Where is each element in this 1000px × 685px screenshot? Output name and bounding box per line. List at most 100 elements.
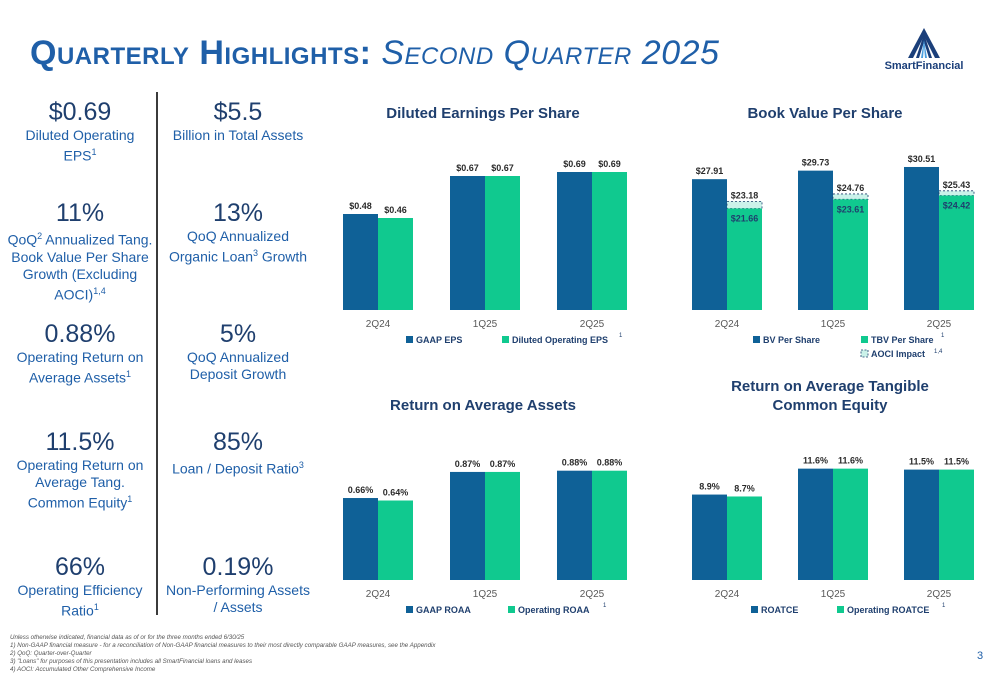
logo-mark-icon bbox=[908, 28, 940, 58]
legend-label-series-2: Diluted Operating EPS bbox=[512, 335, 608, 345]
legend-label-series-2: TBV Per Share bbox=[871, 335, 934, 345]
legend-swatch-series-1 bbox=[753, 336, 760, 343]
column-divider bbox=[156, 92, 158, 615]
stat-tbv-growth: 11% QoQ2 Annualized Tang. Book Value Per… bbox=[5, 198, 155, 303]
data-label-series-2: 8.7% bbox=[734, 483, 755, 493]
data-label-series-2: $0.67 bbox=[491, 163, 514, 173]
smartfinancial-logo: SmartFinancial bbox=[858, 28, 990, 72]
stat-label: Loan / Deposit Ratio3 bbox=[172, 460, 304, 477]
data-label-aoci: $25.43 bbox=[943, 180, 971, 190]
legend-label-series-1: GAAP EPS bbox=[416, 335, 462, 345]
legend-footnote-marker: 1 bbox=[941, 333, 945, 339]
bar-diluted-operating-eps bbox=[592, 172, 627, 310]
page-title: Quarterly Highlights: Second Quarter 202… bbox=[30, 34, 719, 73]
stat-label: Operating Return on Average Assets1 bbox=[16, 349, 144, 386]
data-label-series-1: 0.66% bbox=[348, 485, 374, 495]
data-label-series-1: $27.91 bbox=[696, 166, 724, 176]
stat-label: QoQ2 Annualized Tang. Book Value Per Sha… bbox=[7, 231, 153, 303]
data-label-series-1: $0.67 bbox=[456, 163, 479, 173]
page-number: 3 bbox=[977, 650, 984, 662]
category-tick-label: 2Q24 bbox=[366, 319, 391, 330]
bar-tbv-per-share bbox=[727, 208, 762, 310]
category-tick-label: 2Q25 bbox=[927, 589, 952, 600]
legend-label-aoci: AOCI Impact bbox=[871, 349, 925, 359]
footnotes: Unless otherwise indicated, financial da… bbox=[10, 634, 436, 674]
footnote-line: 1) Non-GAAP financial measure - for a re… bbox=[10, 642, 436, 649]
chart-title-roaa: Return on Average Assets bbox=[390, 397, 576, 414]
title-main: Quarterly Highlights: bbox=[30, 34, 372, 72]
data-label-series-2: 0.87% bbox=[490, 459, 516, 469]
data-label-series-1: $30.51 bbox=[908, 154, 936, 164]
category-tick-label: 1Q25 bbox=[821, 319, 846, 330]
stat-diluted-eps: $0.69 Diluted Operating EPS1 bbox=[5, 97, 155, 165]
chart-roaa: 0.66% 0.64% 2Q24 0.87% 0.87% 1Q25 0.88% 0.88% 2Q… bbox=[343, 458, 627, 615]
bar-gaap-roaa bbox=[557, 470, 592, 580]
legend-label-series-1: BV Per Share bbox=[763, 335, 820, 345]
legend-footnote-marker: 1 bbox=[942, 603, 946, 609]
bar-diluted-operating-eps bbox=[378, 218, 413, 310]
bar-roatce bbox=[692, 494, 727, 580]
stat-value: 11% bbox=[55, 199, 105, 227]
category-tick-label: 2Q24 bbox=[366, 589, 391, 600]
footnote-line: 3) "Loans" for purposes of this presenta… bbox=[10, 658, 253, 665]
category-tick-label: 1Q25 bbox=[473, 589, 498, 600]
category-tick-label: 2Q24 bbox=[715, 589, 740, 600]
bar-operating-roatce bbox=[939, 469, 974, 580]
data-label-series-1: $29.73 bbox=[802, 158, 830, 168]
bar-gaap-eps bbox=[343, 214, 378, 310]
bar-diluted-operating-eps bbox=[485, 176, 520, 310]
stat-value: $5.5 bbox=[213, 98, 263, 126]
data-label-series-2: 11.5% bbox=[944, 457, 969, 467]
category-tick-label: 2Q25 bbox=[580, 589, 605, 600]
stat-operating-roaa: 0.88% Operating Return on Average Assets… bbox=[5, 319, 155, 387]
category-tick-label: 1Q25 bbox=[821, 589, 846, 600]
chart-bv: $23.18 $27.91 $21.66 2Q24 $24.76 $29.73 $23.61… bbox=[692, 154, 975, 359]
stat-label: Non-Performing Assets / Assets bbox=[166, 582, 310, 615]
stat-label: Diluted Operating EPS1 bbox=[25, 127, 135, 164]
stat-value: 0.88% bbox=[44, 320, 116, 348]
category-tick-label: 2Q25 bbox=[927, 319, 952, 330]
bar-operating-roatce bbox=[833, 468, 868, 580]
data-label-series-2: 0.88% bbox=[597, 458, 623, 468]
stat-value: 66% bbox=[54, 553, 106, 581]
stat-deposit-growth: 5% QoQ Annualized Deposit Growth bbox=[163, 319, 313, 383]
bar-operating-roaa bbox=[378, 500, 413, 580]
stat-npa-assets: 0.19% Non-Performing Assets / Assets bbox=[163, 552, 313, 616]
stat-label: QoQ Annualized Deposit Growth bbox=[187, 349, 289, 382]
stat-loan-growth: 13% QoQ Annualized Organic Loan3 Growth bbox=[163, 198, 313, 266]
legend-swatch-series-2 bbox=[837, 606, 844, 613]
data-label-series-2: 0.64% bbox=[383, 488, 409, 498]
stat-label: QoQ Annualized Organic Loan3 Growth bbox=[168, 228, 308, 265]
bar-gaap-eps bbox=[450, 176, 485, 310]
logo-text: SmartFinancial bbox=[884, 60, 964, 72]
data-label-series-2: 11.6% bbox=[838, 456, 863, 466]
footnote-line: 4) AOCI: Accumulated Other Comprehensive… bbox=[10, 666, 156, 673]
legend-swatch-series-2 bbox=[502, 336, 509, 343]
stat-total-assets: $5.5 Billion in Total Assets bbox=[163, 97, 313, 144]
bar-gaap-roaa bbox=[343, 498, 378, 580]
data-label-series-2: $24.42 bbox=[943, 201, 971, 211]
stat-label: Operating Efficiency Ratio1 bbox=[17, 582, 143, 619]
data-label-series-2: $23.61 bbox=[837, 204, 865, 214]
bar-roatce bbox=[904, 469, 939, 580]
bar-bv-per-share bbox=[692, 179, 727, 310]
bar-roatce bbox=[798, 468, 833, 580]
data-label-series-1: 11.5% bbox=[909, 457, 934, 467]
stat-label: Billion in Total Assets bbox=[172, 127, 304, 143]
chart-title-bv: Book Value Per Share bbox=[747, 105, 903, 122]
data-label-series-1: 0.87% bbox=[455, 459, 481, 469]
data-label-series-1: 8.9% bbox=[699, 482, 720, 492]
stat-operating-roatce: 11.5% Operating Return on Average Tang. … bbox=[5, 427, 155, 512]
bar-operating-roaa bbox=[485, 471, 520, 580]
bar-tbv-per-share bbox=[833, 199, 868, 310]
bar-gaap-eps bbox=[557, 172, 592, 310]
stat-label: Operating Return on Average Tang. Common… bbox=[16, 457, 144, 511]
legend-label-series-1: GAAP ROAA bbox=[416, 605, 471, 615]
chart-eps: $0.48 $0.46 2Q24 $0.67 $0.67 1Q25 $0.69 $0.69 2Q… bbox=[343, 159, 627, 345]
category-tick-label: 2Q25 bbox=[580, 319, 605, 330]
stat-value: 85% bbox=[212, 428, 264, 456]
footnote-line: Unless otherwise indicated, financial da… bbox=[10, 634, 245, 641]
title-sub: Second Quarter 2025 bbox=[381, 34, 720, 72]
bar-tbv-per-share bbox=[939, 195, 974, 310]
data-label-aoci: $23.18 bbox=[731, 190, 759, 200]
